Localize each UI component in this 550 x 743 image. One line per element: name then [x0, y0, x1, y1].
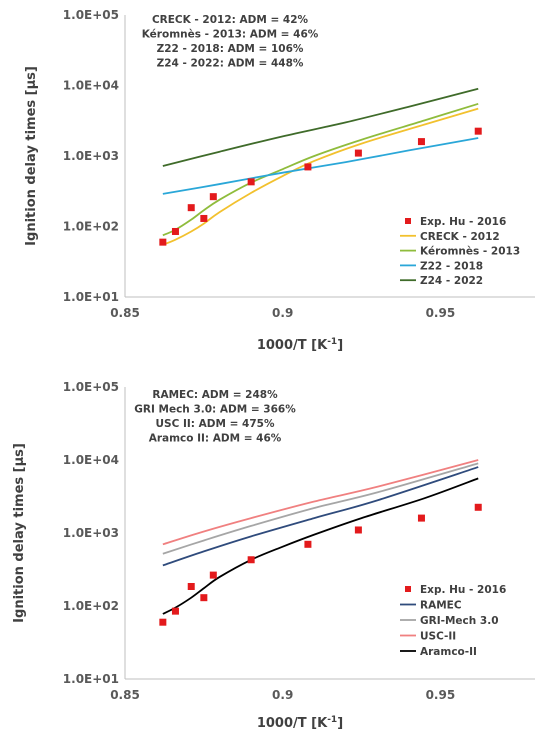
exp-point — [209, 571, 217, 579]
x-tick-label: 0.85 — [110, 688, 140, 702]
y-tick-label: 1.0E+02 — [63, 599, 119, 613]
legend-label: GRI-Mech 3.0 — [420, 615, 499, 627]
y-tick-label: 1.0E+04 — [63, 79, 119, 93]
series-line — [162, 459, 479, 546]
y-tick-label: 1.0E+02 — [63, 220, 119, 234]
exp-point — [417, 514, 425, 522]
legend-label: CRECK - 2012 — [420, 231, 500, 243]
legend-label: Z22 - 2018 — [420, 260, 483, 272]
exp-point — [187, 204, 195, 212]
exp-point — [171, 227, 179, 235]
series-line — [162, 87, 479, 167]
exp-point — [354, 526, 362, 534]
adm-annotation: Kéromnès - 2013: ADM = 46% — [142, 29, 319, 41]
legend-label: USC-II — [420, 631, 456, 643]
exp-point — [200, 594, 208, 602]
exp-point — [304, 540, 312, 548]
legend-label: Exp. Hu - 2016 — [420, 216, 506, 228]
series-line — [162, 462, 479, 555]
y-tick-label: 1.0E+01 — [63, 672, 119, 686]
exp-point — [354, 149, 362, 157]
series-line — [162, 107, 479, 246]
y-tick-label: 1.0E+01 — [63, 290, 119, 304]
legend-label: RAMEC — [420, 600, 462, 612]
legend-marker — [405, 218, 411, 224]
exp-point — [159, 238, 167, 246]
y-axis-label: Ignition delay times [µs] — [24, 66, 39, 246]
x-tick-label: 0.95 — [426, 688, 456, 702]
y-tick-label: 1.0E+04 — [63, 453, 119, 467]
y-tick-label: 1.0E+03 — [63, 526, 119, 540]
x-tick-label: 0.9 — [272, 688, 293, 702]
y-tick-label: 1.0E+03 — [63, 149, 119, 163]
adm-annotation: Z24 - 2022: ADM = 448% — [157, 58, 304, 70]
y-axis-label: Ignition delay times [µs] — [12, 443, 27, 623]
chart-bottom: 1.0E+01 1.0E+02 1.0E+03 1.0E+04 1.0E+05 0.85 0… — [12, 380, 535, 731]
x-axis-label: 1000/T [K-1] — [257, 715, 343, 731]
exp-point — [159, 618, 167, 626]
exp-point — [304, 163, 312, 171]
chart-top: 1.0E+01 1.0E+02 1.0E+03 1.0E+04 1.0E+05 0.85 0… — [24, 8, 535, 353]
legend-marker — [405, 586, 411, 592]
exp-point — [200, 214, 208, 222]
x-tick-label: 0.85 — [110, 306, 140, 320]
exp-point — [247, 556, 255, 564]
exp-point — [247, 178, 255, 186]
adm-annotation: Z22 - 2018: ADM = 106% — [157, 43, 304, 55]
series-line — [162, 137, 479, 195]
legend-label: Z24 - 2022 — [420, 275, 483, 287]
x-tick-label: 0.9 — [272, 306, 293, 320]
x-tick-label: 0.95 — [426, 306, 456, 320]
exp-point — [187, 582, 195, 590]
adm-annotation: USC II: ADM = 475% — [156, 418, 275, 430]
legend-label: Aramco-II — [420, 646, 477, 658]
exp-point — [474, 503, 482, 511]
legend-label: Kéromnès - 2013 — [420, 246, 520, 258]
adm-annotation: RAMEC: ADM = 248% — [152, 389, 278, 401]
legend-label: Exp. Hu - 2016 — [420, 584, 506, 596]
series-line — [162, 466, 479, 567]
exp-point — [474, 127, 482, 135]
adm-annotation: CRECK - 2012: ADM = 42% — [152, 14, 309, 26]
adm-annotation: GRI Mech 3.0: ADM = 366% — [134, 404, 296, 416]
adm-annotation: Aramco II: ADM = 46% — [149, 433, 282, 445]
y-tick-label: 1.0E+05 — [63, 380, 119, 394]
x-axis-label: 1000/T [K-1] — [257, 337, 343, 353]
exp-point — [209, 193, 217, 201]
exp-point — [417, 138, 425, 146]
y-tick-label: 1.0E+05 — [63, 8, 119, 22]
exp-point — [171, 607, 179, 615]
